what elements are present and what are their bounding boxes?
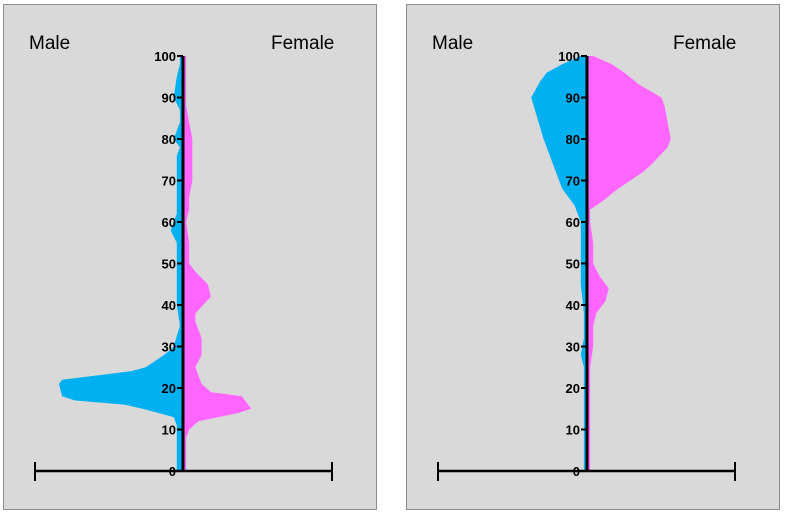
- chart-svg-right: 0 10 20 30 40 50 60 70 80 90 100: [437, 49, 736, 481]
- female-label-right: Female: [673, 33, 737, 54]
- y-tick-label: 60: [566, 215, 580, 230]
- y-tick-label: 70: [566, 174, 580, 189]
- y-tick-label: 30: [566, 340, 580, 355]
- y-tick-label: 100: [154, 49, 176, 64]
- y-tick-label: 50: [566, 257, 580, 272]
- y-tick-label: 0: [573, 464, 580, 479]
- y-tick-label: 50: [162, 257, 176, 272]
- y-tick-label: 80: [162, 132, 176, 147]
- y-tick-label: 80: [566, 132, 580, 147]
- y-tick-label: 30: [162, 340, 176, 355]
- y-tick-label: 90: [566, 91, 580, 106]
- y-tick-label: 10: [566, 423, 580, 438]
- male-label-right: Male: [432, 33, 474, 54]
- y-tick-label: 100: [558, 49, 580, 64]
- y-tick-label: 70: [162, 174, 176, 189]
- pyramid-chart-right: 0 10 20 30 40 50 60 70 80 90 100 Male Female: [406, 4, 780, 510]
- female-label-left: Female: [271, 33, 335, 54]
- y-tick-label: 60: [162, 215, 176, 230]
- y-tick-label: 0: [169, 464, 176, 479]
- y-tick-label: 10: [162, 423, 176, 438]
- series-area-male: [531, 56, 587, 471]
- series-area-female: [183, 56, 252, 471]
- y-tick-label: 20: [566, 381, 580, 396]
- male-label-left: Male: [29, 33, 71, 54]
- chart-svg-left: 0 10 20 30 40 50 60 70 80 90 100: [34, 49, 333, 481]
- y-tick-label: 90: [162, 91, 176, 106]
- series-area-female: [587, 56, 671, 471]
- y-tick-label: 40: [162, 298, 176, 313]
- series-area-male: [59, 56, 183, 471]
- pyramid-chart-left: 0 10 20 30 40 50 60 70 80 90 100 Male Female: [3, 4, 377, 510]
- y-tick-label: 40: [566, 298, 580, 313]
- y-tick-label: 20: [162, 381, 176, 396]
